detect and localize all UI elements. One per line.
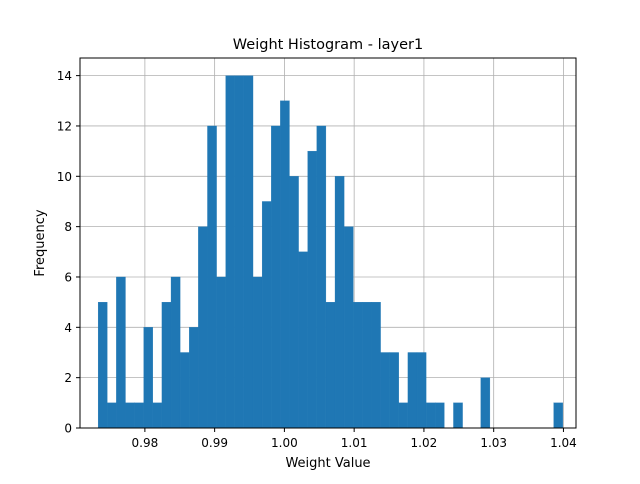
histogram-bar — [216, 276, 226, 429]
histogram-bar — [243, 75, 254, 429]
x-tick-label: 0.99 — [201, 436, 228, 450]
histogram-bar — [143, 327, 153, 429]
x-tick-label: 1.01 — [341, 436, 368, 450]
histogram-bar — [207, 125, 217, 429]
histogram-bar — [189, 327, 199, 429]
y-tick-label: 4 — [64, 321, 72, 335]
histogram-bar — [198, 226, 208, 429]
histogram-bar — [97, 301, 108, 429]
histogram-bar — [435, 402, 445, 429]
y-axis-label: Frequency — [33, 209, 48, 276]
x-tick-label: 1.04 — [550, 436, 577, 450]
histogram-bar — [125, 402, 135, 429]
histogram-bar — [179, 352, 190, 429]
histogram-bar — [553, 402, 563, 429]
histogram-bar — [371, 301, 381, 429]
histogram-bar — [389, 352, 399, 429]
chart-title: Weight Histogram - layer1 — [233, 37, 423, 53]
histogram-bar — [353, 301, 363, 429]
y-tick-label: 14 — [57, 69, 72, 83]
x-tick-label: 1.02 — [411, 436, 438, 450]
histogram-bar — [307, 150, 317, 429]
histogram-bar — [298, 251, 308, 429]
histogram-bar — [261, 201, 272, 429]
histogram-bar — [416, 352, 427, 429]
axes-frame — [79, 57, 577, 429]
y-tick-label: 8 — [64, 220, 72, 234]
histogram-bar — [152, 402, 163, 429]
histogram-bar — [407, 352, 418, 429]
x-tick-label: 1.03 — [480, 436, 507, 450]
x-tick-label: 0.98 — [132, 436, 159, 450]
histogram-bar — [271, 125, 281, 429]
y-tick-label: 10 — [57, 170, 72, 184]
histogram-bar — [398, 402, 409, 429]
y-tick-label: 12 — [57, 119, 72, 133]
y-tick-label: 2 — [64, 371, 72, 385]
histogram-bar — [170, 276, 181, 429]
histogram-bar — [425, 402, 436, 429]
histogram-bar — [280, 100, 290, 429]
histogram-bar — [316, 125, 327, 429]
histogram-bar — [116, 276, 126, 429]
histogram-bar — [380, 352, 390, 429]
histogram-bar — [362, 301, 372, 429]
histogram-bar — [325, 301, 336, 429]
histogram-bar — [225, 75, 235, 429]
y-tick-label: 6 — [64, 270, 72, 284]
histogram-bar — [343, 226, 354, 429]
histogram-bar — [252, 276, 263, 429]
histogram-bar — [161, 301, 172, 429]
histogram-bar — [107, 402, 117, 429]
histogram-bar — [453, 402, 463, 429]
histogram-bar — [334, 176, 345, 429]
histogram-bars — [97, 75, 563, 429]
axis-ticks: 0.98 0.99 1.00 1.01 1.02 1.03 1.04 0 2 4 6 8 10 12 14 — [57, 69, 577, 450]
histogram-bar — [234, 75, 245, 429]
x-axis-label: Weight Value — [285, 456, 370, 471]
y-tick-label: 0 — [64, 422, 72, 436]
histogram-bar — [480, 377, 491, 429]
histogram-bar — [134, 402, 144, 429]
histogram-bar — [289, 176, 299, 429]
x-tick-label: 1.00 — [271, 436, 298, 450]
grid-lines — [80, 58, 576, 429]
